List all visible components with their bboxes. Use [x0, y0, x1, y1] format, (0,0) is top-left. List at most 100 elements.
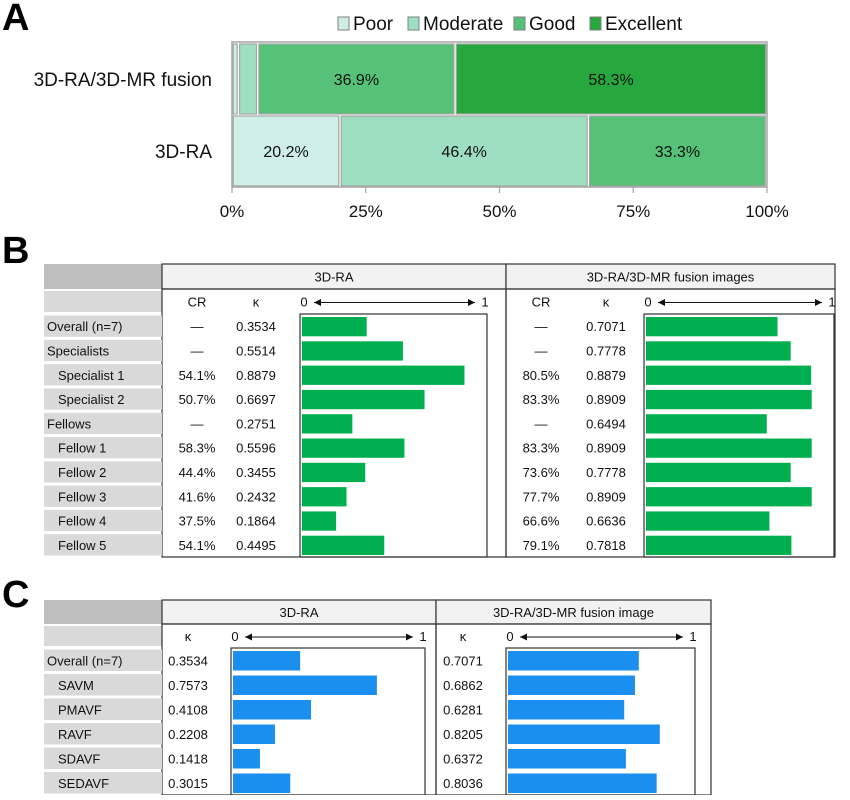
kappa-header: κ	[603, 295, 610, 310]
legend-swatch-moderate	[407, 16, 420, 31]
group-header-label: 3D-RA/3D-MR fusion image	[493, 605, 654, 620]
cr-value: 44.4%	[179, 465, 216, 480]
table-corner	[44, 626, 162, 646]
kappa-value: 0.8879	[586, 368, 626, 383]
bar-segment-good	[588, 115, 766, 187]
data-label: 46.4%	[442, 144, 487, 161]
kappa-bar	[508, 675, 635, 695]
kappa-value: 0.8909	[586, 441, 626, 456]
kappa-bar	[508, 773, 657, 793]
cr-value: 50.7%	[179, 392, 216, 407]
kappa-bar	[302, 535, 385, 555]
legend-label: Poor	[353, 14, 394, 35]
cr-value: 58.3%	[179, 441, 216, 456]
axis-min-label: 0	[644, 295, 651, 310]
kappa-bar	[646, 511, 770, 531]
cr-value: —	[535, 343, 548, 358]
kappa-value: 0.4495	[236, 538, 276, 553]
legend-label: Good	[529, 14, 575, 35]
arrow-left-icon	[520, 633, 527, 641]
kappa-value: 0.3534	[168, 653, 208, 668]
kappa-value: 0.8909	[586, 489, 626, 504]
table-corner	[44, 291, 162, 312]
kappa-value: 0.6281	[443, 702, 483, 717]
x-tick-label: 100%	[745, 202, 788, 221]
kappa-value: 0.8909	[586, 392, 626, 407]
kappa-value: 0.5514	[236, 343, 276, 358]
row-label-cell	[44, 772, 162, 794]
kappa-bar	[508, 724, 660, 744]
kappa-value: 0.3015	[168, 776, 208, 791]
kappa-value: 0.7818	[586, 538, 626, 553]
kappa-value: 0.7778	[586, 465, 626, 480]
kappa-bar	[233, 651, 301, 671]
kappa-value: 0.7573	[168, 678, 208, 693]
bar-segment-poor	[232, 115, 340, 187]
x-tick-label: 25%	[349, 202, 383, 221]
cr-value: 83.3%	[523, 441, 560, 456]
kappa-bar	[302, 341, 403, 361]
row-label: Fellow 3	[58, 489, 106, 504]
axis-max-label: 1	[689, 629, 696, 644]
kappa-value: 0.6697	[236, 392, 276, 407]
table-corner	[44, 600, 162, 624]
cr-header: CR	[532, 295, 551, 310]
row-label-cell	[44, 437, 162, 459]
kappa-header: κ	[253, 295, 260, 310]
axis-min-label: 0	[300, 295, 307, 310]
row-label: Fellow 5	[58, 538, 106, 553]
row-label: Fellow 2	[58, 465, 106, 480]
kappa-bar	[233, 675, 377, 695]
group-header	[435, 599, 712, 625]
row-label: RAVF	[58, 727, 92, 742]
kappa-table-lesions: 3D-RA 3D-RA/3D-MR fusion image κ 0 1 κ 0 1 Overa…	[44, 599, 712, 796]
cr-value: —	[535, 319, 548, 334]
kappa-bar	[508, 749, 626, 769]
kappa-value: 0.7071	[443, 653, 483, 668]
row-label: Fellow 1	[58, 441, 106, 456]
kappa-bar	[646, 414, 767, 434]
row-label-cell	[44, 339, 162, 362]
group-header-label: 3D-RA	[279, 605, 318, 620]
data-label: 20.2%	[263, 144, 308, 161]
arrow-right-icon	[676, 633, 683, 641]
kappa-bar	[233, 724, 275, 744]
arrow-left-icon	[245, 633, 252, 641]
category-label: 3D-RA	[155, 142, 212, 163]
kappa-header: κ	[460, 629, 467, 644]
axis-max-label: 1	[481, 295, 488, 310]
row-label-cell	[44, 509, 162, 532]
kappa-bar	[646, 389, 812, 410]
legend-label: Moderate	[423, 14, 503, 35]
kappa-value: 0.1418	[168, 751, 208, 766]
row-label: SEDAVF	[58, 776, 109, 791]
group-header	[161, 263, 507, 290]
cr-value: 80.5%	[523, 368, 560, 383]
kappa-value: 0.8036	[443, 776, 483, 791]
kappa-value: 0.2751	[236, 416, 276, 431]
arrow-left-icon	[658, 299, 665, 306]
row-label-cell	[44, 723, 162, 745]
row-label: SAVM	[58, 678, 94, 693]
cr-value: 83.3%	[523, 392, 560, 407]
kappa-bar	[302, 317, 367, 337]
kappa-value: 0.2208	[168, 727, 208, 742]
kappa-value: 0.6862	[443, 678, 483, 693]
kappa-bar	[302, 389, 425, 410]
group-header-label: 3D-RA/3D-MR fusion images	[587, 270, 755, 285]
data-label: 36.9%	[334, 72, 379, 89]
kappa-value: 0.3455	[236, 465, 276, 480]
cr-value: —	[191, 416, 204, 431]
cr-value: 54.1%	[179, 368, 216, 383]
axis-min-label: 0	[506, 629, 513, 644]
kappa-bar	[302, 365, 465, 385]
row-label-cell	[44, 534, 162, 556]
row-label-cell	[44, 315, 162, 337]
kappa-value: 0.5596	[236, 441, 276, 456]
kappa-value: 0.6372	[443, 751, 483, 766]
arrow-right-icon	[468, 299, 475, 306]
kappa-bar	[233, 773, 291, 793]
bar-segment-moderate	[239, 43, 258, 115]
axis-min-label: 0	[231, 629, 238, 644]
row-label: Overall (n=7)	[47, 653, 123, 668]
